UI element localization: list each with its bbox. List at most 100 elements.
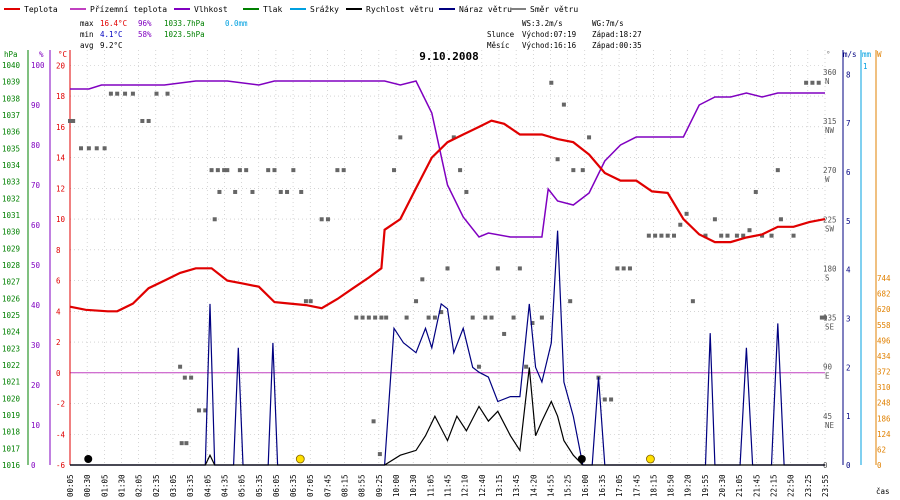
- wind-direction-point: [810, 80, 815, 85]
- wind-direction-point: [555, 157, 560, 162]
- x-tick-label: 22:15: [770, 474, 779, 497]
- x-tick-label: 22:50: [787, 474, 796, 497]
- info-moon-rise: Východ:16:16: [522, 41, 577, 50]
- wind-speed-tick-label: 3: [846, 315, 851, 324]
- x-tick-label: 03:05: [169, 474, 178, 497]
- temperature-tick-label: 16: [56, 123, 66, 132]
- wind-speed-tick-label: 7: [846, 119, 851, 128]
- solar-tick-label: 186: [877, 414, 891, 423]
- pressure-tick-label: 1025: [2, 311, 20, 320]
- x-tick-label: 05:05: [238, 474, 247, 497]
- wind-direction-point: [495, 266, 500, 271]
- wind-direction-point: [154, 91, 159, 96]
- legend: Teplota Přízemní teplota Vlhkost Tlak Sr…: [4, 5, 578, 14]
- pressure-tick-label: 1026: [2, 294, 21, 303]
- x-tick-label: 16:35: [598, 474, 607, 497]
- wind-direction-point: [489, 315, 494, 320]
- temperature-tick-label: 4: [56, 307, 61, 316]
- x-tick-label: 04:05: [203, 474, 212, 497]
- wind-direction-point: [299, 189, 304, 194]
- direction-tick-label: 180: [823, 264, 837, 273]
- direction-tick-label: 270: [823, 166, 837, 175]
- wind-direction-point: [335, 168, 340, 173]
- pressure-tick-label: 1036: [2, 128, 21, 137]
- direction-tick-label: 225: [823, 215, 837, 224]
- wind-direction-point: [719, 233, 724, 238]
- wind-direction-point: [476, 364, 481, 369]
- wind-direction-point: [725, 233, 730, 238]
- moon-marker: [84, 455, 93, 463]
- wind-direction-point: [68, 118, 72, 123]
- pressure-tick-label: 1016: [2, 461, 21, 470]
- wind-direction-point: [539, 315, 544, 320]
- wind-direction-point: [379, 315, 384, 320]
- wind-direction-point: [587, 135, 592, 140]
- wind-direction-point: [398, 135, 403, 140]
- wind-direction-point: [819, 315, 824, 320]
- x-tick-label: 07:05: [306, 474, 315, 497]
- solar-tick-label: 682: [877, 290, 891, 299]
- wind-direction-point: [530, 321, 535, 326]
- solar-tick-label: 744: [877, 274, 891, 283]
- info-moon-set: Západ:00:35: [592, 41, 642, 50]
- temperature-tick-label: 6: [56, 277, 61, 286]
- direction-compass-label: SE: [825, 323, 835, 332]
- humidity-tick-label: 90: [31, 101, 41, 110]
- wind-direction-point: [79, 146, 84, 151]
- stats-max-label: max: [80, 19, 94, 28]
- wind-direction-point: [791, 233, 796, 238]
- info-moon-label: Měsíc: [487, 41, 510, 50]
- wind-speed-tick-label: 5: [846, 217, 851, 226]
- pressure-tick-label: 1031: [2, 211, 20, 220]
- x-tick-label: 09:25: [375, 474, 384, 497]
- pressure-tick-label: 1029: [2, 244, 20, 253]
- wind-direction-point: [823, 315, 827, 320]
- solar-tick-label: 620: [877, 305, 891, 314]
- temperature-tick-label: 10: [56, 215, 66, 224]
- wind-direction-point: [432, 315, 437, 320]
- pressure-tick-label: 1021: [2, 378, 20, 387]
- wind-direction-point: [196, 408, 201, 413]
- wind-direction-point: [426, 315, 431, 320]
- stats-min-press: 1023.5hPa: [164, 30, 205, 39]
- wind-direction-point: [285, 189, 290, 194]
- wind-direction-point: [502, 331, 507, 336]
- pressure-tick-label: 1023: [2, 344, 20, 353]
- wind-direction-point: [86, 146, 91, 151]
- wind-direction-point: [115, 91, 120, 96]
- wind-direction-point: [360, 315, 365, 320]
- stats-min-temp: 4.1°C: [100, 30, 123, 39]
- x-tick-label: 07:45: [323, 474, 332, 497]
- wind-direction-point: [561, 102, 566, 107]
- wind-direction-point: [165, 91, 170, 96]
- wind-direction-point: [178, 364, 183, 369]
- x-tick-label: 13:45: [512, 474, 521, 497]
- wind-direction-point: [250, 189, 255, 194]
- wind-speed-tick-label: 8: [846, 70, 851, 79]
- temperature-tick-label: 12: [56, 184, 65, 193]
- wind-direction-point: [690, 299, 695, 304]
- x-tick-label: 16:00: [581, 474, 590, 497]
- wind-direction-point: [646, 233, 651, 238]
- axes: 1040103910381037103610351034103310321031…: [2, 50, 891, 470]
- pressure-tick-label: 1019: [2, 411, 20, 420]
- wind-direction-point: [244, 168, 249, 173]
- wind-direction-point: [609, 397, 614, 402]
- wind-direction-point: [123, 91, 128, 96]
- wind-direction-point: [483, 315, 488, 320]
- unit-pct: %: [39, 50, 44, 59]
- legend-label-srazky: Srážky: [310, 5, 339, 14]
- info-sun-label: Slunce: [487, 30, 515, 39]
- wind-direction-point: [627, 266, 632, 271]
- pressure-tick-label: 1033: [2, 178, 20, 187]
- wind-direction-point: [621, 266, 626, 271]
- direction-compass-label: E: [825, 372, 830, 381]
- legend-label-prizemni-teplota: Přízemní teplota: [90, 5, 167, 14]
- pressure-tick-label: 1028: [2, 261, 21, 270]
- humidity-tick-label: 20: [31, 381, 41, 390]
- wind-direction-point: [266, 168, 271, 173]
- pressure-tick-label: 1034: [2, 161, 21, 170]
- pressure-tick-label: 1032: [2, 194, 20, 203]
- temperature-tick-label: -2: [56, 400, 65, 409]
- unit-w: W: [877, 50, 882, 59]
